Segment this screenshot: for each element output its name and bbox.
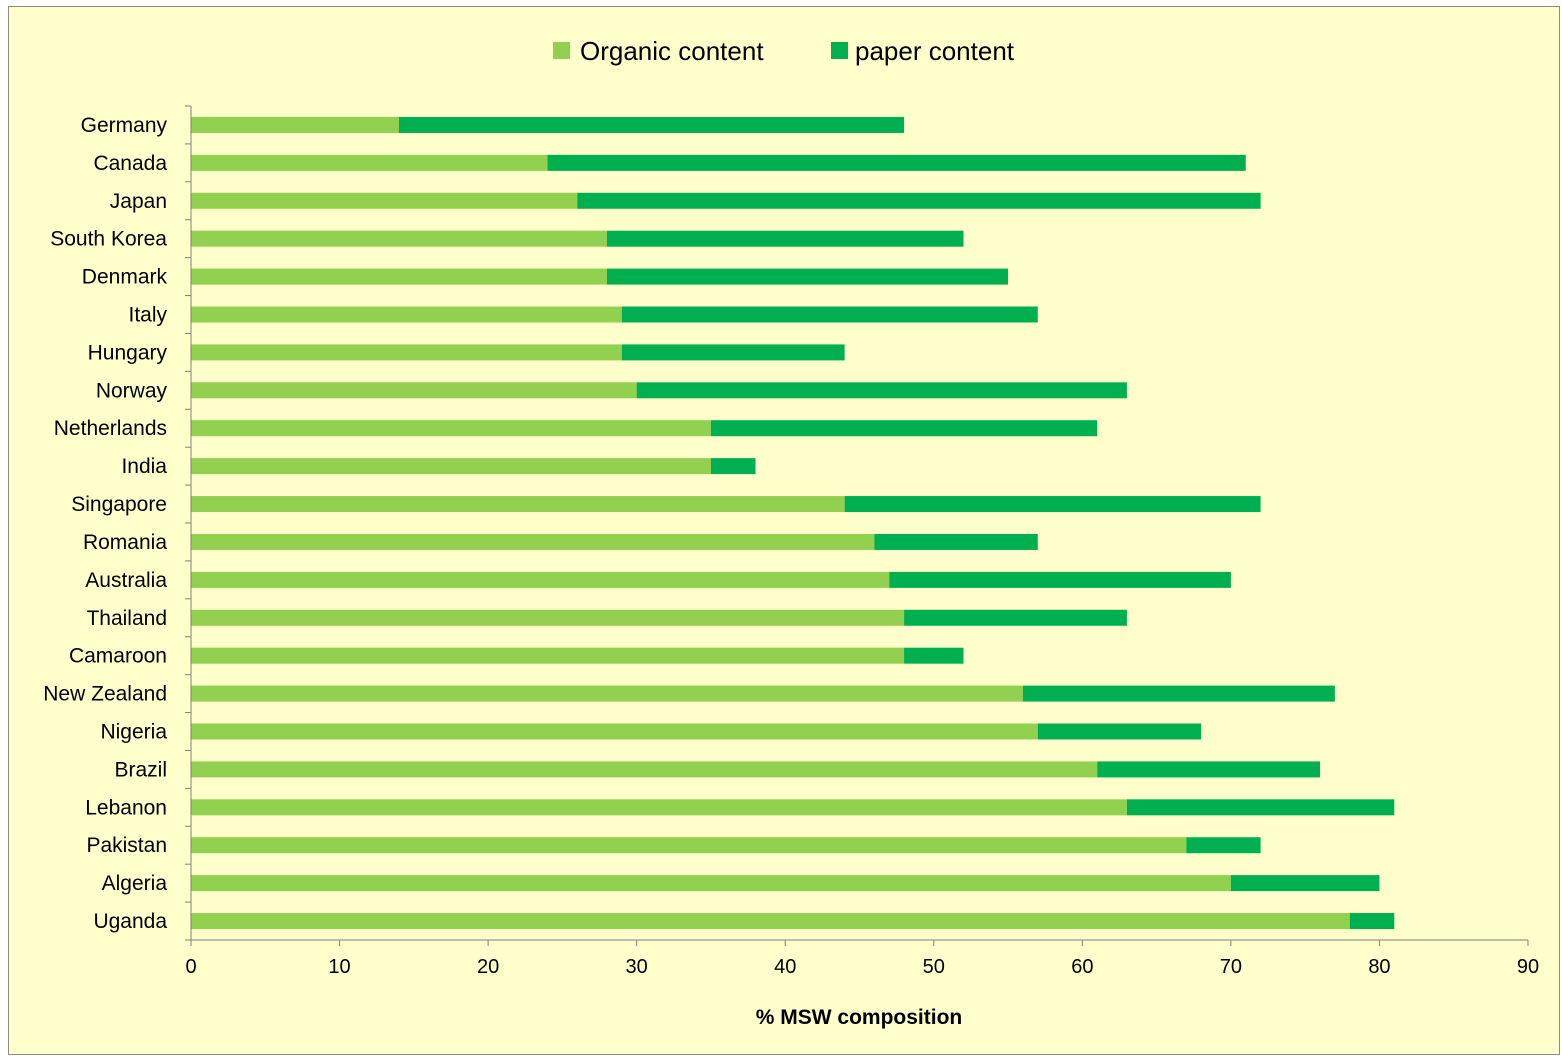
- x-axis-label: % MSW composition: [756, 1006, 963, 1029]
- category-label: Italy: [128, 304, 167, 327]
- category-label: New Zealand: [43, 683, 167, 706]
- category-label: Australia: [85, 569, 167, 592]
- bars: [191, 116, 1395, 930]
- x-tick-label: 30: [626, 956, 648, 978]
- category-label: Pakistan: [86, 834, 167, 857]
- category-label: Uganda: [93, 910, 167, 933]
- bar-organic-singapore: [191, 496, 845, 513]
- bar-organic-brazil: [191, 761, 1098, 778]
- x-tick-label: 10: [328, 956, 350, 978]
- category-label: Thailand: [86, 607, 167, 630]
- category-label: Brazil: [114, 758, 167, 781]
- x-tick-label: 80: [1368, 956, 1390, 978]
- bar-paper-nigeria: [1037, 723, 1202, 740]
- category-label: Netherlands: [54, 417, 167, 440]
- bar-paper-lebanon: [1126, 799, 1395, 816]
- bar-paper-romania: [874, 533, 1038, 550]
- x-tick-labels: 0 10 20 30 40 50 60 70 80 90: [185, 956, 1539, 978]
- category-label: India: [121, 455, 167, 478]
- bar-organic-hungary: [191, 344, 622, 361]
- bar-organic-thailand: [191, 609, 905, 626]
- bar-paper-italy: [621, 306, 1038, 323]
- bar-paper-uganda: [1349, 913, 1395, 930]
- bar-organic-camaroon: [191, 647, 905, 664]
- category-label: Singapore: [71, 493, 167, 516]
- bar-paper-netherlands: [710, 420, 1098, 437]
- bar-paper-norway: [636, 382, 1127, 399]
- bar-paper-south-korea: [606, 230, 964, 247]
- x-tick-label: 0: [185, 956, 196, 978]
- category-label: Japan: [110, 190, 167, 213]
- bar-paper-hungary: [621, 344, 845, 361]
- x-tick-label: 20: [477, 956, 499, 978]
- bar-paper-india: [710, 458, 756, 475]
- category-label: Nigeria: [100, 721, 167, 744]
- category-label: Romania: [83, 531, 167, 554]
- chart-area: Organic content paper content Germany Can…: [8, 6, 1560, 1055]
- x-tick-label: 50: [923, 956, 945, 978]
- bar-paper-australia: [889, 571, 1231, 588]
- bar-paper-new-zealand: [1022, 685, 1335, 702]
- bar-paper-camaroon: [904, 647, 964, 664]
- bar-paper-brazil: [1097, 761, 1321, 778]
- bar-paper-germany: [398, 116, 905, 133]
- bar-organic-italy: [191, 306, 622, 323]
- bar-paper-canada: [547, 154, 1246, 171]
- x-tick-label: 60: [1071, 956, 1093, 978]
- category-label: Denmark: [82, 266, 168, 289]
- bar-organic-norway: [191, 382, 637, 399]
- x-tick-label: 70: [1220, 956, 1242, 978]
- bar-organic-pakistan: [191, 837, 1187, 854]
- category-label: Germany: [81, 114, 168, 137]
- bar-paper-denmark: [606, 268, 1009, 285]
- bar-organic-nigeria: [191, 723, 1038, 740]
- legend-label-paper: paper content: [855, 36, 1015, 66]
- bar-organic-australia: [191, 571, 890, 588]
- category-label: South Korea: [50, 228, 167, 251]
- bar-organic-algeria: [191, 875, 1231, 892]
- bar-paper-algeria: [1230, 875, 1380, 892]
- axes: [185, 105, 1529, 946]
- bar-paper-thailand: [904, 609, 1127, 626]
- legend-swatch-paper: [831, 42, 848, 59]
- x-tick-label: 40: [774, 956, 796, 978]
- bar-organic-south-korea: [191, 230, 607, 247]
- bar-paper-japan: [577, 192, 1261, 209]
- bar-organic-japan: [191, 192, 578, 209]
- bar-paper-singapore: [844, 496, 1261, 513]
- bar-organic-netherlands: [191, 420, 711, 437]
- category-label: Algeria: [102, 872, 168, 895]
- bar-paper-pakistan: [1186, 837, 1261, 854]
- bar-organic-lebanon: [191, 799, 1127, 816]
- bar-organic-romania: [191, 533, 875, 550]
- legend-swatch-organic: [553, 42, 570, 59]
- category-label: Camaroon: [69, 645, 167, 668]
- bar-organic-canada: [191, 154, 548, 171]
- legend: Organic content paper content: [553, 36, 1015, 66]
- category-label: Lebanon: [85, 796, 167, 819]
- category-label: Canada: [93, 152, 167, 175]
- legend-label-organic: Organic content: [580, 36, 764, 66]
- bar-organic-denmark: [191, 268, 607, 285]
- category-label: Hungary: [88, 341, 168, 364]
- category-label: Norway: [96, 379, 168, 402]
- bar-organic-germany: [191, 116, 399, 133]
- bar-organic-india: [191, 458, 711, 475]
- bar-organic-new-zealand: [191, 685, 1023, 702]
- bar-chart: Organic content paper content Germany Can…: [43, 36, 1539, 1029]
- category-labels: Germany Canada Japan South Korea Denmark Ital…: [43, 114, 167, 933]
- bar-organic-uganda: [191, 913, 1350, 930]
- x-tick-label: 90: [1517, 956, 1539, 978]
